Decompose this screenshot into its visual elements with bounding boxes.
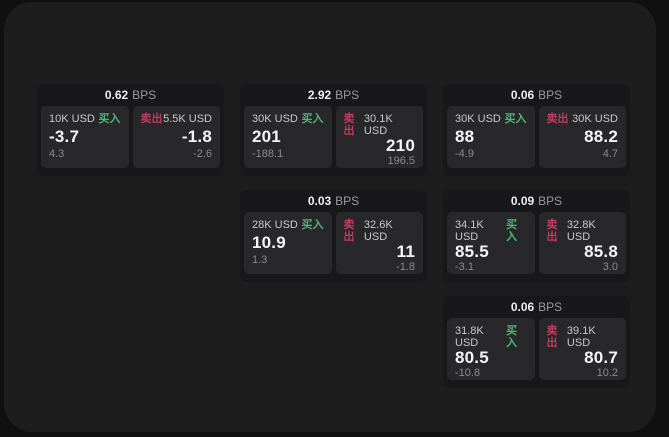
spread-unit-label: BPS	[538, 300, 563, 314]
spread-header: 0.09 BPS	[443, 190, 630, 212]
buy-price: 88	[455, 126, 475, 146]
buy-notional: 28K USD	[252, 219, 298, 231]
sell-price: 11	[396, 242, 415, 261]
sell-delta: -2.6	[193, 148, 212, 160]
spread-unit-label: BPS	[538, 88, 563, 102]
sell-delta: 3.0	[602, 261, 618, 273]
spread-header: 2.92 BPS	[240, 84, 427, 106]
buy-price: 201	[252, 126, 281, 146]
buy-delta: -3.1	[455, 261, 474, 273]
buy-tile[interactable]: 34.1K USD 买入 85.5 -3.1	[447, 212, 535, 274]
spread-value: 0.06	[510, 300, 535, 314]
sell-tile[interactable]: 卖出 32.6K USD 11 -1.8	[335, 212, 423, 274]
spread-unit-label: BPS	[335, 194, 360, 208]
spread-header: 0.06 BPS	[443, 84, 630, 106]
sell-notional: 32.8K USD	[566, 219, 596, 243]
sell-delta: -1.8	[396, 261, 415, 273]
buy-side-label: 买入	[506, 325, 518, 349]
sell-tile[interactable]: 卖出 30K USD 88.2 4.7	[538, 106, 626, 168]
app-panel: 0.62 BPS 10K USD 买入 -3.7 4.3 卖出 5.5K USD	[4, 2, 656, 432]
sell-price: 85.8	[584, 242, 618, 261]
quote-card: 0.03 BPS 28K USD 买入 10.9 1.3 卖出 32.6K US…	[240, 190, 427, 282]
sell-tile[interactable]: 卖出 30.1K USD 210 196.5	[335, 106, 423, 168]
spread-value: 0.06	[510, 88, 535, 102]
buy-side-label: 买入	[506, 219, 518, 243]
sell-price: 80.7	[584, 348, 618, 367]
sell-side-label: 卖出	[546, 325, 558, 349]
sell-notional: 32.6K USD	[363, 219, 393, 243]
quote-card: 0.06 BPS 31.8K USD 买入 80.5 -10.8 卖出 39.1…	[443, 296, 630, 388]
quote-card: 0.06 BPS 30K USD 买入 88 -4.9 卖出 30K USD	[443, 84, 630, 176]
spread-value: 2.92	[307, 88, 332, 102]
buy-side-label: 买入	[301, 219, 324, 231]
buy-side-label: 买入	[504, 113, 527, 125]
sell-price: 210	[386, 136, 415, 155]
buy-tile[interactable]: 30K USD 买入 88 -4.9	[447, 106, 535, 168]
sell-side-label: 卖出	[140, 113, 163, 125]
sell-notional: 39.1K USD	[566, 325, 596, 349]
buy-price: 10.9	[252, 232, 286, 252]
sell-side-label: 卖出	[343, 113, 355, 137]
quote-card: 2.92 BPS 30K USD 买入 201 -188.1 卖出 30.1K …	[240, 84, 427, 176]
sell-price: -1.8	[181, 126, 212, 146]
buy-delta: -4.9	[455, 148, 474, 160]
buy-tile[interactable]: 10K USD 买入 -3.7 4.3	[41, 106, 129, 168]
buy-tile[interactable]: 30K USD 买入 201 -188.1	[244, 106, 332, 168]
buy-price: 80.5	[455, 348, 489, 367]
spread-header: 0.03 BPS	[240, 190, 427, 212]
buy-notional: 31.8K USD	[455, 325, 484, 349]
buy-delta: -10.8	[455, 367, 481, 379]
sell-delta: 196.5	[387, 155, 415, 167]
sell-tile[interactable]: 卖出 32.8K USD 85.8 3.0	[538, 212, 626, 274]
sell-side-label: 卖出	[546, 219, 558, 243]
buy-notional: 30K USD	[455, 113, 501, 125]
quote-card: 0.62 BPS 10K USD 买入 -3.7 4.3 卖出 5.5K USD	[37, 84, 224, 176]
sell-tile[interactable]: 卖出 5.5K USD -1.8 -2.6	[132, 106, 220, 168]
sell-delta: 10.2	[596, 367, 618, 379]
spread-header: 0.06 BPS	[443, 296, 630, 318]
buy-price: 85.5	[455, 242, 489, 261]
buy-side-label: 买入	[98, 113, 121, 125]
sell-notional: 30.1K USD	[363, 113, 393, 137]
quote-card: 0.09 BPS 34.1K USD 买入 85.5 -3.1 卖出 32.8K…	[443, 190, 630, 282]
buy-tile[interactable]: 28K USD 买入 10.9 1.3	[244, 212, 332, 274]
buy-tile[interactable]: 31.8K USD 买入 80.5 -10.8	[447, 318, 535, 380]
buy-notional: 30K USD	[252, 113, 298, 125]
buy-price: -3.7	[49, 126, 80, 146]
sell-notional: 5.5K USD	[163, 113, 212, 125]
spread-value: 0.62	[104, 88, 129, 102]
sell-notional: 30K USD	[572, 113, 618, 125]
spread-value: 0.03	[307, 194, 332, 208]
buy-delta: 1.3	[252, 254, 268, 266]
sell-price: 88.2	[584, 126, 618, 146]
spread-unit-label: BPS	[538, 194, 563, 208]
sell-tile[interactable]: 卖出 39.1K USD 80.7 10.2	[538, 318, 626, 380]
buy-side-label: 买入	[301, 113, 324, 125]
spread-header: 0.62 BPS	[37, 84, 224, 106]
sell-delta: 4.7	[602, 148, 618, 160]
spread-value: 0.09	[510, 194, 535, 208]
buy-notional: 34.1K USD	[455, 219, 484, 243]
spread-unit-label: BPS	[335, 88, 360, 102]
buy-delta: -188.1	[252, 148, 284, 160]
sell-side-label: 卖出	[343, 219, 355, 243]
buy-delta: 4.3	[49, 148, 65, 160]
spread-unit-label: BPS	[132, 88, 157, 102]
sell-side-label: 卖出	[546, 113, 569, 125]
buy-notional: 10K USD	[49, 113, 95, 125]
